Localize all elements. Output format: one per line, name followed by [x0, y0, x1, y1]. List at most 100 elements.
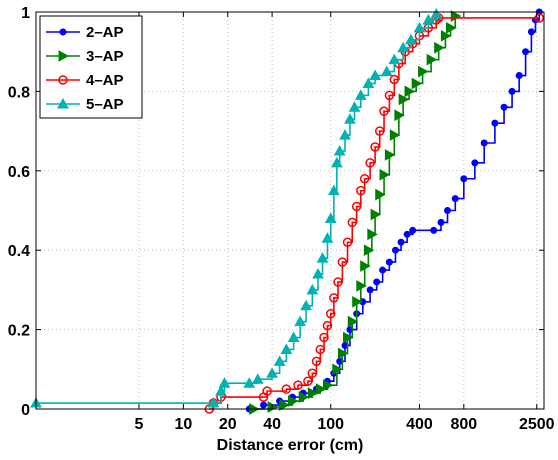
data-point: [384, 149, 396, 161]
data-point: [243, 377, 256, 388]
data-point: [266, 367, 278, 378]
data-point: [430, 226, 438, 234]
y-tick-label: 0.6: [8, 164, 30, 181]
data-point: [287, 395, 299, 407]
x-tick-label: 10: [174, 416, 192, 433]
data-point: [360, 260, 371, 272]
data-point: [356, 280, 367, 292]
legend-label: 3–AP: [86, 48, 124, 65]
data-point: [322, 379, 334, 392]
data-point: [307, 387, 319, 399]
data-point: [321, 232, 334, 243]
data-point: [58, 50, 70, 62]
data-point: [515, 72, 523, 80]
y-tick-label: 0: [21, 402, 30, 419]
data-point: [397, 41, 409, 53]
data-point: [312, 267, 324, 279]
data-point: [430, 7, 443, 19]
y-tick-label: 1: [21, 5, 30, 22]
data-point: [422, 13, 435, 25]
legend: 2–AP 3–AP 4–AP 5–AP: [39, 15, 143, 119]
data-point: [370, 208, 382, 221]
data-point: [394, 109, 405, 122]
y-tick-label: 0.8: [8, 84, 30, 101]
data-point: [279, 399, 290, 411]
data-point: [332, 363, 343, 376]
data-point: [306, 283, 319, 295]
data-point: [391, 246, 399, 254]
data-point: [508, 87, 516, 95]
x-tick-label: 40: [263, 416, 281, 433]
x-tick-label: 2500: [519, 416, 555, 433]
legend-entry: 2–AP: [46, 24, 124, 41]
data-point: [426, 53, 438, 66]
data-point: [451, 195, 459, 203]
legend-label: 5–AP: [86, 96, 124, 113]
data-point: [298, 391, 310, 403]
y-tick-label: 0.2: [8, 323, 30, 340]
data-point: [251, 373, 264, 384]
x-axis-label: Distance error (cm): [217, 437, 364, 454]
data-point: [409, 226, 417, 234]
data-point: [339, 129, 351, 140]
data-point: [325, 308, 336, 319]
data-point: [389, 74, 400, 85]
data-point: [418, 65, 429, 78]
data-point: [413, 21, 426, 33]
data-point: [344, 113, 356, 124]
data-point: [348, 101, 361, 112]
data-point: [260, 401, 268, 409]
data-point: [59, 28, 67, 36]
data-point: [500, 103, 508, 111]
data-point: [389, 129, 401, 141]
data-point: [347, 217, 358, 228]
data-point: [300, 299, 312, 311]
data-point: [363, 244, 375, 257]
legend-entry: 3–AP: [46, 48, 124, 65]
data-point: [384, 90, 395, 101]
data-point: [324, 212, 337, 223]
data-point: [534, 13, 545, 23]
data-point: [522, 48, 530, 56]
data-point: [311, 356, 322, 367]
data-point: [359, 173, 370, 184]
data-point: [404, 85, 416, 98]
data-point: [354, 89, 367, 100]
data-point: [367, 228, 378, 241]
data-point: [333, 144, 346, 156]
legend-entry: 5–AP: [46, 96, 124, 113]
legend-label: 4–AP: [86, 72, 124, 89]
data-point: [375, 188, 386, 201]
data-point: [281, 384, 292, 394]
data-point: [379, 106, 389, 116]
data-point: [207, 397, 220, 408]
data-point: [366, 286, 374, 294]
data-point: [351, 201, 362, 212]
data-point: [322, 320, 333, 331]
data-point: [319, 332, 329, 343]
data-point: [385, 258, 393, 266]
data-point: [440, 29, 452, 42]
data-point: [403, 230, 411, 238]
data-point: [369, 69, 381, 81]
data-point: [343, 331, 354, 344]
data-point: [337, 257, 348, 267]
data-point: [342, 237, 353, 248]
data-point: [262, 386, 272, 396]
data-point: [380, 65, 393, 77]
data-point: [215, 385, 227, 396]
data-point: [388, 53, 401, 65]
series-3: [204, 13, 545, 414]
legend-label: 2–AP: [86, 24, 124, 41]
data-point: [446, 22, 457, 34]
data-point: [303, 376, 313, 386]
data-point: [347, 315, 359, 328]
data-point: [471, 159, 479, 167]
x-tick-label: 800: [450, 416, 477, 433]
plot-frame: [35, 11, 545, 410]
data-point: [329, 293, 339, 303]
data-point: [352, 295, 363, 308]
data-point: [362, 77, 375, 88]
data-point: [379, 168, 391, 181]
